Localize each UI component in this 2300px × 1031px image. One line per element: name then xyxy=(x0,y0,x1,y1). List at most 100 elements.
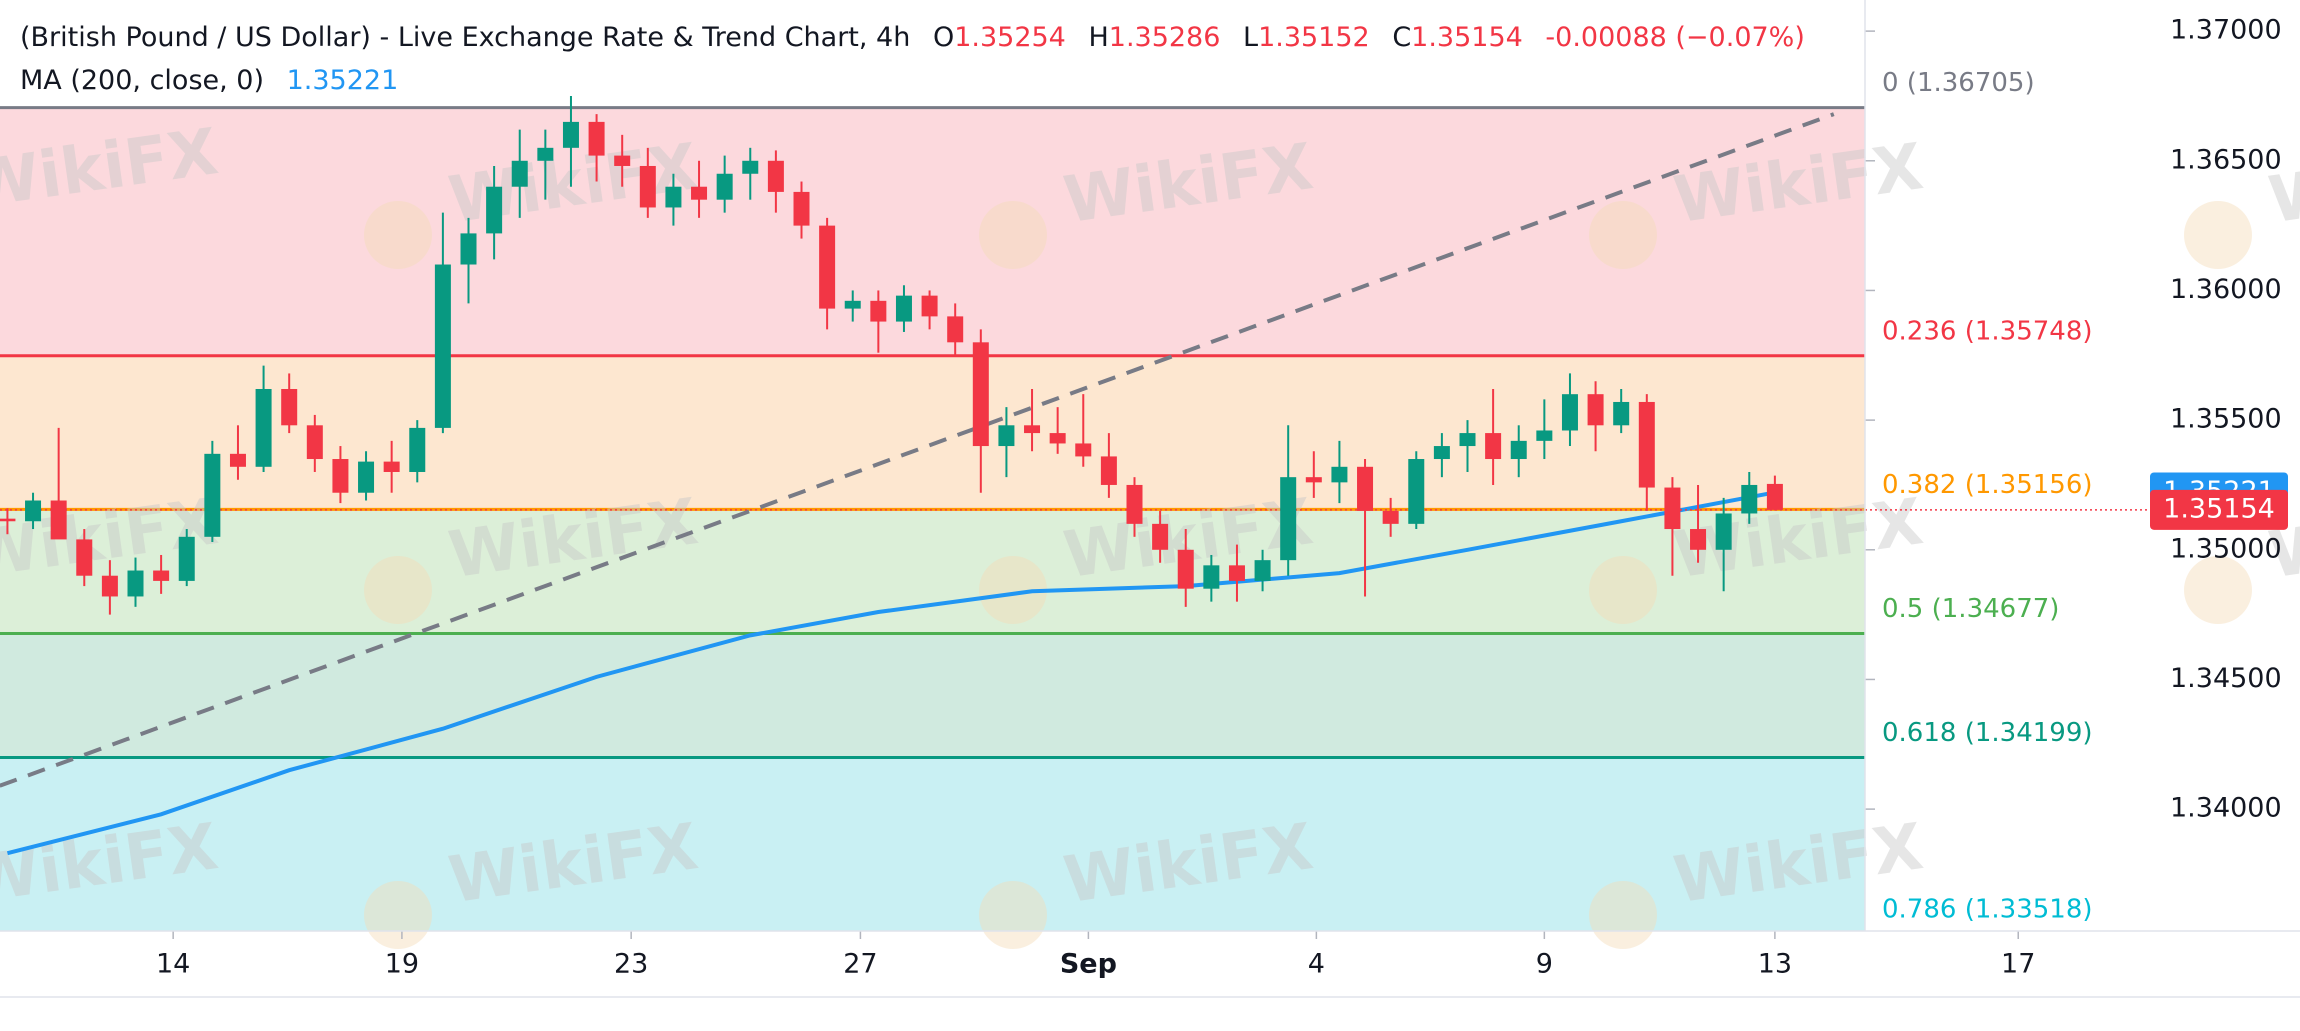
indicator-label: MA (200, close, 0) xyxy=(20,65,264,96)
candle-body xyxy=(178,536,195,581)
candle-body xyxy=(460,233,477,265)
candle-body xyxy=(1177,549,1194,589)
y-tick-label: 1.35500 xyxy=(2170,404,2282,435)
watermark-logo xyxy=(364,881,432,949)
ohlc-letter: C xyxy=(1392,22,1411,53)
x-tick-label: 23 xyxy=(614,949,648,980)
candle-body xyxy=(1357,466,1374,511)
candle-body xyxy=(614,155,631,166)
ohlc-value: 1.35286 xyxy=(1109,22,1221,53)
watermark-logo xyxy=(2184,201,2252,269)
header: (British Pound / US Dollar) - Live Excha… xyxy=(20,22,1805,96)
candle-body xyxy=(1638,401,1655,488)
ohlc-letter: O xyxy=(933,22,954,53)
candle-body xyxy=(76,539,93,576)
candle-body xyxy=(767,160,784,192)
candle-body xyxy=(844,300,861,309)
change: -0.00088 (−0.07%) xyxy=(1545,22,1804,53)
y-tick-label: 1.34500 xyxy=(2170,663,2282,694)
plot-area xyxy=(0,95,1865,856)
candle-body xyxy=(665,186,682,208)
candle-body xyxy=(537,147,554,161)
candle-body xyxy=(588,121,605,156)
candle-body xyxy=(1075,443,1092,457)
candle-body xyxy=(972,342,989,447)
candle-body xyxy=(434,264,451,428)
fib-label: 0.618 (1.34199) xyxy=(1882,718,2093,748)
candle-body xyxy=(153,570,170,581)
fib-label: 0 (1.36705) xyxy=(1882,68,2035,98)
watermark-logo xyxy=(364,556,432,624)
candle-body xyxy=(1408,459,1425,524)
candle-body xyxy=(1485,433,1502,460)
candle-body xyxy=(1049,433,1066,444)
x-tick-label: 14 xyxy=(156,949,190,980)
candle-body xyxy=(895,295,912,322)
candle-body xyxy=(1382,510,1399,524)
candle-body xyxy=(1587,394,1604,426)
indicator-line: MA (200, close, 0) 1.35221 xyxy=(20,65,398,96)
candle-body xyxy=(332,459,349,493)
price-tag-label: 1.35154 xyxy=(2163,493,2275,524)
candle-body xyxy=(921,295,938,317)
ohlc-letter: L xyxy=(1243,22,1258,53)
candle-body xyxy=(562,121,579,148)
candle-body xyxy=(639,165,656,208)
candle-body xyxy=(793,191,810,226)
candle-body xyxy=(1690,529,1707,550)
x-tick-label: 9 xyxy=(1536,949,1553,980)
candle-body xyxy=(1024,425,1041,434)
candle-body xyxy=(870,300,887,322)
watermark-logo xyxy=(1589,881,1657,949)
axes: 0 (1.36705) 0.236 (1.35748) 0.382 (1.35156… xyxy=(156,15,2288,980)
candle-body xyxy=(204,453,221,537)
ohlc-value: 1.35254 xyxy=(954,22,1066,53)
watermark-logo xyxy=(979,556,1047,624)
fib-band xyxy=(0,107,1865,356)
candle-body xyxy=(1331,466,1348,483)
candle-body xyxy=(358,461,375,493)
candle-body xyxy=(25,500,42,522)
fib-band xyxy=(0,757,1865,931)
watermark-logo xyxy=(2184,556,2252,624)
fib-label: 0.5 (1.34677) xyxy=(1882,594,2059,624)
fib-band xyxy=(0,355,1865,510)
fib-band xyxy=(0,509,1865,634)
fib-label: 0.236 (1.35748) xyxy=(1882,316,2093,346)
fib-bands xyxy=(0,106,1865,931)
candle-body xyxy=(819,225,836,309)
indicator-value: 1.35221 xyxy=(287,65,399,96)
candle-body xyxy=(1613,401,1630,426)
header-line: (British Pound / US Dollar) - Live Excha… xyxy=(20,22,1805,53)
candle-body xyxy=(1254,560,1271,581)
y-tick-label: 1.36500 xyxy=(2170,144,2282,175)
candle-body xyxy=(1741,484,1758,514)
x-tick-label: Sep xyxy=(1060,949,1117,980)
x-tick-label: 19 xyxy=(385,949,419,980)
candle-body xyxy=(1766,483,1783,510)
candle-body xyxy=(1305,477,1322,483)
x-tick-label: 4 xyxy=(1308,949,1325,980)
candle-body xyxy=(1126,484,1143,524)
candle-body xyxy=(998,425,1015,447)
y-tick-label: 1.34000 xyxy=(2170,793,2282,824)
fib-band xyxy=(0,633,1865,758)
candle-body xyxy=(691,186,708,200)
watermark-logo xyxy=(1589,201,1657,269)
candle-body xyxy=(486,186,503,234)
candle-body xyxy=(383,461,400,472)
ohlc-value: 1.35152 xyxy=(1258,22,1370,53)
chart-title: (British Pound / US Dollar) - Live Excha… xyxy=(20,22,910,53)
candle-body xyxy=(409,427,426,472)
candle-body xyxy=(0,518,16,522)
candle-body xyxy=(1203,565,1220,589)
candle-body xyxy=(127,570,144,597)
candle-body xyxy=(1459,433,1476,447)
watermark-logo xyxy=(1589,556,1657,624)
ma-line xyxy=(6,490,1776,856)
x-tick-label: 27 xyxy=(843,949,877,980)
candle-body xyxy=(1536,430,1553,441)
candle-body xyxy=(1228,565,1245,581)
watermark-logo xyxy=(979,201,1047,269)
